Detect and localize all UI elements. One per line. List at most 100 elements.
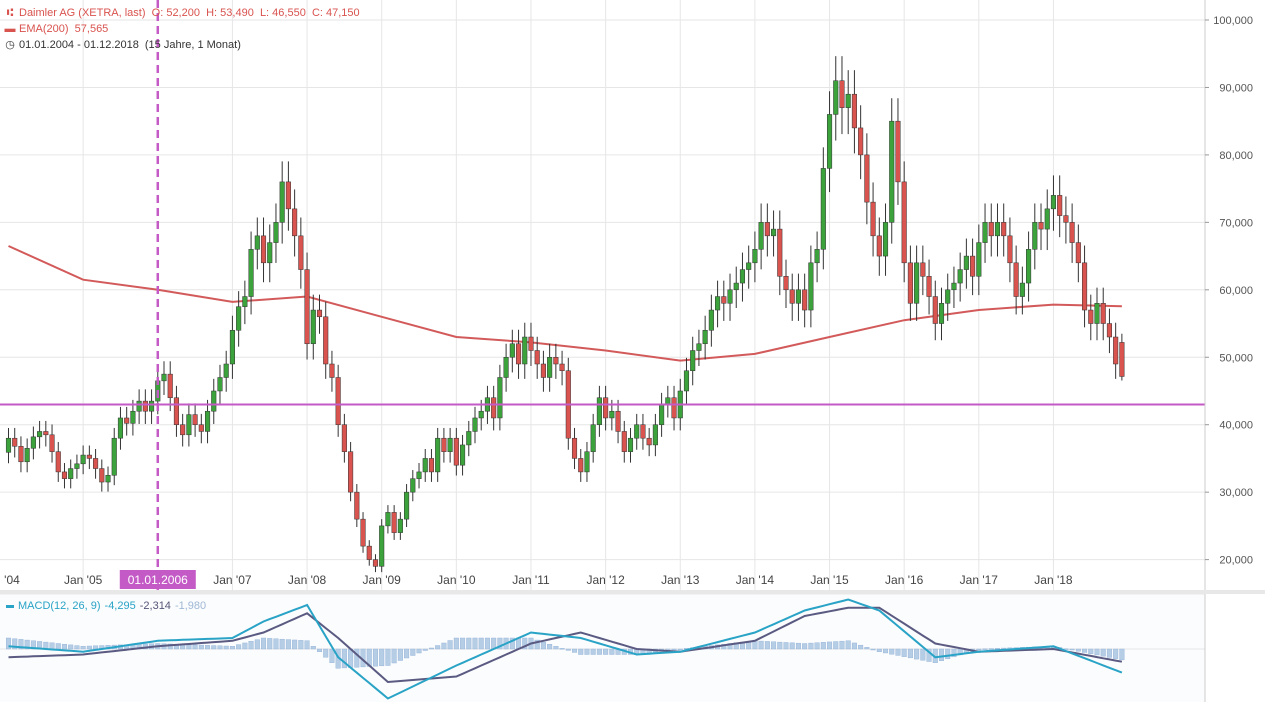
candle-body[interactable]: [472, 417, 478, 432]
candle-body[interactable]: [571, 437, 578, 459]
candle-body[interactable]: [435, 437, 441, 473]
candle-body[interactable]: [889, 120, 895, 223]
candle-body[interactable]: [895, 120, 901, 183]
candle-body[interactable]: [640, 424, 646, 439]
candle-body[interactable]: [391, 512, 397, 533]
candle-body[interactable]: [833, 80, 839, 115]
candle-body[interactable]: [80, 454, 86, 465]
candle-body[interactable]: [988, 222, 994, 237]
candle-body[interactable]: [99, 468, 105, 483]
candle-body[interactable]: [491, 397, 497, 419]
candle-body[interactable]: [739, 269, 746, 284]
candle-body[interactable]: [515, 343, 522, 365]
candle-body[interactable]: [1032, 222, 1038, 250]
candle-body[interactable]: [901, 181, 907, 264]
candle-body[interactable]: [279, 181, 285, 223]
candle-body[interactable]: [422, 458, 428, 473]
candle-body[interactable]: [1013, 262, 1019, 297]
candle-body[interactable]: [30, 436, 36, 449]
candle-body[interactable]: [298, 235, 304, 270]
candle-body[interactable]: [180, 424, 186, 436]
candle-body[interactable]: [1069, 222, 1075, 243]
candle-body[interactable]: [236, 306, 242, 331]
candle-body[interactable]: [802, 289, 808, 311]
candle-body[interactable]: [360, 518, 366, 547]
candle-body[interactable]: [348, 451, 354, 493]
candle-body[interactable]: [453, 437, 459, 466]
candle-body[interactable]: [410, 478, 416, 493]
candle-body[interactable]: [1057, 195, 1063, 216]
candle-body[interactable]: [323, 316, 329, 365]
candle-body[interactable]: [826, 114, 833, 169]
candle-body[interactable]: [976, 242, 982, 277]
candle-body[interactable]: [1007, 235, 1013, 264]
candle-body[interactable]: [1113, 336, 1119, 365]
candle-body[interactable]: [746, 262, 752, 270]
candle-body[interactable]: [957, 269, 963, 284]
candle-body[interactable]: [204, 410, 211, 432]
candle-body[interactable]: [447, 437, 453, 452]
candle-body[interactable]: [553, 357, 559, 365]
candle-body[interactable]: [696, 343, 702, 351]
candle-body[interactable]: [771, 228, 777, 237]
candle-body[interactable]: [149, 400, 155, 412]
candle-body[interactable]: [173, 397, 179, 425]
candle-body[interactable]: [683, 370, 690, 392]
candle-body[interactable]: [715, 296, 721, 311]
candle-body[interactable]: [646, 437, 652, 446]
candle-body[interactable]: [117, 417, 124, 439]
candle-body[interactable]: [876, 235, 882, 257]
candle-body[interactable]: [192, 414, 198, 425]
candle-body[interactable]: [142, 400, 148, 412]
candle-body[interactable]: [12, 437, 18, 447]
candle-body[interactable]: [708, 309, 714, 331]
candle-body[interactable]: [814, 249, 820, 264]
candle-body[interactable]: [808, 262, 814, 311]
candle-body[interactable]: [932, 296, 938, 324]
candle-body[interactable]: [603, 397, 609, 419]
candle-body[interactable]: [130, 410, 136, 424]
candle-body[interactable]: [1088, 309, 1094, 324]
candle-body[interactable]: [621, 431, 627, 452]
candle-body[interactable]: [1063, 215, 1069, 223]
candle-body[interactable]: [43, 431, 49, 436]
candle-body[interactable]: [329, 363, 335, 378]
candle-body[interactable]: [242, 296, 248, 307]
candle-body[interactable]: [478, 410, 484, 419]
candle-body[interactable]: [970, 255, 976, 277]
candle-body[interactable]: [727, 289, 733, 304]
candle-body[interactable]: [310, 309, 316, 345]
candle-body[interactable]: [292, 208, 298, 237]
candle-body[interactable]: [609, 410, 615, 419]
candle-body[interactable]: [124, 417, 130, 424]
candle-body[interactable]: [665, 397, 671, 405]
candle-body[interactable]: [223, 363, 229, 378]
candle-body[interactable]: [752, 249, 758, 264]
candle-body[interactable]: [385, 512, 391, 527]
candle-body[interactable]: [441, 437, 447, 452]
candle-body[interactable]: [945, 289, 951, 304]
candle-body[interactable]: [404, 491, 410, 520]
candle-body[interactable]: [702, 330, 708, 345]
candle-body[interactable]: [777, 228, 783, 277]
candle-body[interactable]: [845, 93, 851, 108]
candle-body[interactable]: [1082, 262, 1088, 311]
candle-body[interactable]: [49, 434, 55, 452]
candle-body[interactable]: [652, 424, 658, 446]
candle-body[interactable]: [267, 242, 273, 264]
candle-body[interactable]: [858, 127, 864, 156]
candle-body[interactable]: [540, 363, 546, 378]
candle-body[interactable]: [503, 357, 509, 378]
candle-body[interactable]: [416, 471, 422, 479]
candle-body[interactable]: [167, 373, 173, 398]
candle-body[interactable]: [963, 255, 969, 270]
candle-body[interactable]: [528, 336, 534, 351]
candle-body[interactable]: [590, 424, 596, 452]
candle-body[interactable]: [596, 397, 602, 425]
candle-body[interactable]: [273, 222, 279, 243]
candle-body[interactable]: [61, 471, 68, 479]
candle-body[interactable]: [161, 373, 167, 382]
candle-body[interactable]: [938, 303, 945, 324]
candle-body[interactable]: [1119, 342, 1125, 377]
candle-body[interactable]: [783, 276, 789, 291]
